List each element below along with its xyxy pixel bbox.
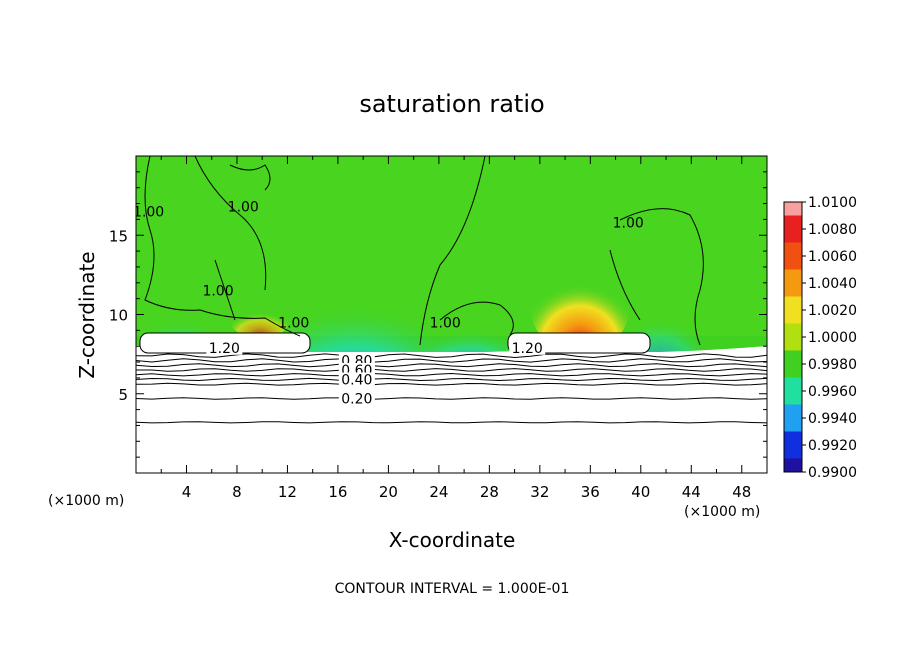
contour-label: 1.00 — [430, 315, 461, 331]
x-tick-label: 8 — [232, 483, 242, 501]
warm-region-small — [230, 302, 290, 338]
contour-label: 1.00 — [278, 315, 309, 331]
colorbar-segment — [784, 202, 802, 216]
x-axis-ticks: 4 8 12 16 20 24 28 32 36 40 44 48 — [160, 156, 751, 501]
x-tick-label: 16 — [328, 483, 347, 501]
colorbar-segment — [784, 431, 802, 446]
contour-line — [136, 363, 767, 368]
x-tick-label: 40 — [631, 483, 650, 501]
contour-1-00-d — [419, 156, 486, 346]
x-tick-label: 44 — [682, 483, 701, 501]
contour-labels: 1.20 1.200.800.600.400.201.00 1.001.001.00… — [133, 200, 644, 408]
colorbar-segment — [784, 418, 802, 432]
x-tick-label: 32 — [530, 483, 549, 501]
colorbar-segment — [784, 283, 802, 297]
contour-label-bg — [206, 340, 243, 355]
contour-line — [136, 368, 767, 372]
y-axis-ticks: 5 10 15 — [109, 171, 767, 458]
colorbar-segment — [784, 391, 802, 405]
contour-line — [136, 421, 767, 424]
x-tick-label: 4 — [182, 483, 192, 501]
contour-label: 1.00 — [228, 200, 259, 216]
x-tick-label: 24 — [429, 483, 448, 501]
contour-label: 1.20 — [512, 341, 543, 357]
x-tick-label: 48 — [732, 483, 751, 501]
contour-1-00-c — [214, 259, 236, 321]
colorbar-label: 0.9980 — [808, 357, 857, 373]
contour-line — [136, 382, 767, 386]
contour-line — [136, 372, 767, 377]
y-tick-label: 5 — [118, 386, 128, 404]
contour-label: 1.00 — [613, 216, 644, 232]
contour-label: 1.00 — [133, 204, 164, 220]
colorbar-segment — [784, 215, 802, 230]
colorbar-label: 0.9940 — [808, 411, 857, 427]
colorbar-label: 1.0080 — [808, 222, 857, 238]
contour-label-bg — [509, 340, 546, 355]
colorbar-segment — [784, 377, 802, 392]
contour-line — [136, 358, 767, 363]
contour-label-bg — [338, 372, 375, 387]
colorbar-label: 1.0000 — [808, 330, 857, 346]
x-tick-label: 12 — [278, 483, 297, 501]
colorbar: 1.0100 1.0080 1.0060 1.0040 1.0020 1.0000 0.99… — [783, 195, 857, 481]
colorbar-segment — [784, 229, 802, 243]
colorbar-label: 1.0060 — [808, 249, 857, 265]
chart-title: saturation ratio — [359, 90, 544, 118]
colorbar-label: 0.9900 — [808, 465, 857, 481]
contour-label: 1.00 — [202, 284, 233, 300]
x-unit-left: (×1000 m) — [48, 493, 124, 509]
colorbar-segment — [784, 337, 802, 351]
colorbar-segment — [784, 350, 802, 365]
horizontal-contours — [136, 353, 767, 424]
colorbar-segment — [784, 458, 802, 473]
colorbar-label: 0.9960 — [808, 384, 857, 400]
y-axis-label: Z-coordinate — [75, 251, 99, 378]
colorbar-label: 0.9920 — [808, 438, 857, 454]
contour-line — [136, 377, 767, 382]
colorbar-label: 1.0020 — [808, 303, 857, 319]
contour-1-00-g — [609, 249, 641, 321]
contour-label-bg — [338, 391, 375, 406]
x-tick-label: 20 — [379, 483, 398, 501]
y-tick-label: 15 — [109, 227, 128, 245]
x-tick-label: 36 — [581, 483, 600, 501]
contour-interval-footer: CONTOUR INTERVAL = 1.000E-01 — [335, 581, 570, 597]
colorbar-segment — [784, 269, 802, 284]
warm-region — [530, 255, 630, 355]
colorbar-label: 1.0100 — [808, 195, 857, 211]
colorbar-segment — [784, 242, 802, 257]
contour-1-00-b — [194, 156, 267, 291]
colorbar-segment — [784, 256, 802, 270]
x-tick-label: 28 — [480, 483, 499, 501]
contour-1-00-h — [229, 164, 271, 191]
contour-1-00-f — [619, 208, 704, 346]
contour-label: 0.20 — [341, 392, 372, 408]
y-tick-label: 10 — [109, 307, 128, 325]
contour-line — [136, 397, 767, 400]
contour-1-00-a — [144, 156, 301, 337]
x-axis-label: X-coordinate — [389, 528, 516, 552]
colorbar-segment — [784, 404, 802, 419]
colorbar-segment — [784, 323, 802, 338]
lower-saturated-region — [136, 352, 767, 473]
colorbar-segment — [784, 310, 802, 324]
colorbar-label: 1.0040 — [808, 276, 857, 292]
colorbar-segment — [784, 364, 802, 378]
colorbar-segment — [784, 445, 802, 459]
plot-area: 1.20 1.200.800.600.400.201.00 1.001.001.00… — [133, 156, 767, 473]
colorbar-segment — [784, 296, 802, 311]
contour-label: 1.20 — [209, 341, 240, 357]
x-unit-right: (×1000 m) — [684, 504, 760, 520]
contour-label: 0.40 — [341, 372, 372, 388]
contour-1-00-e — [439, 301, 514, 336]
